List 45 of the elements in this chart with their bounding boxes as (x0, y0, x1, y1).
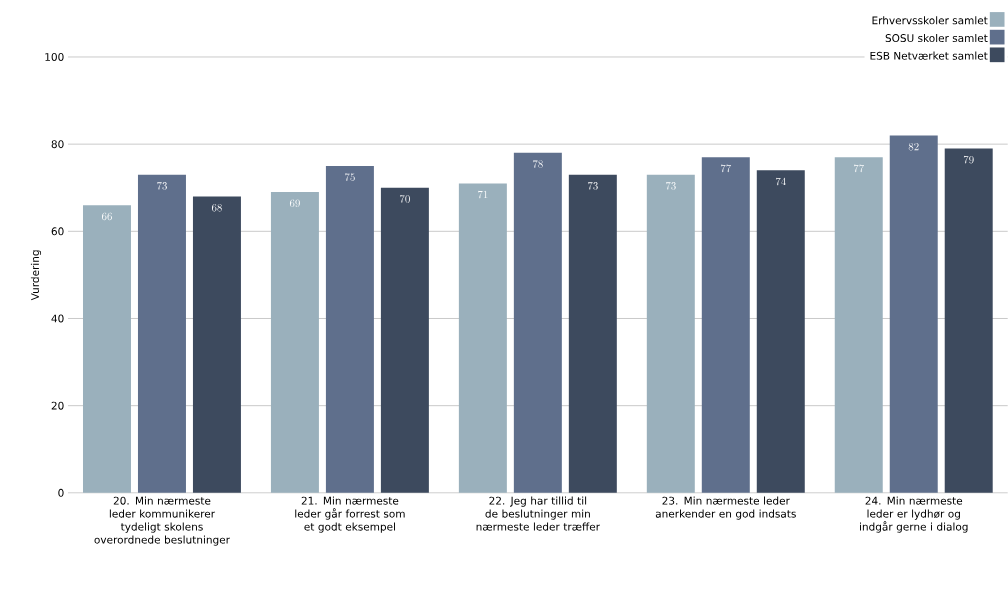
data-label: 70 (400, 195, 410, 203)
data-label: 74 (775, 177, 786, 186)
data-label: 78 (533, 160, 543, 168)
y-axis-title: Vurdering (30, 250, 42, 301)
data-label: 71 (478, 190, 488, 199)
x-tick-label: 21. Min nærmeste leder går forrest som et godt eksempel (295, 496, 405, 533)
data-label: 73 (157, 182, 167, 190)
bar (646, 174, 695, 493)
bar (192, 196, 241, 493)
data-label: 82 (908, 142, 919, 151)
bar (513, 152, 562, 493)
bar (834, 157, 883, 493)
bar (458, 183, 507, 493)
y-tick-label: 100 (45, 53, 64, 62)
data-label: 73 (587, 182, 598, 190)
x-tick-label: 22. Jeg har tillid til de beslutninger min nærmeste leder træffer (476, 496, 601, 531)
bar (380, 187, 429, 493)
legend-label: ESB Netværket samlet (870, 51, 988, 60)
legend-label: SOSU skoler samlet (885, 34, 988, 43)
x-tick-label: 24. Min nærmeste leder er lydhør og indgår gerne i dialog (860, 496, 968, 533)
data-label: 77 (853, 164, 865, 173)
data-label: 73 (665, 182, 676, 190)
y-tick-label: 40 (51, 314, 64, 323)
data-label: 75 (345, 173, 355, 181)
data-label: 66 (101, 212, 112, 221)
x-tick-label: 23. Min nærmeste leder anerkender en god indsats (655, 496, 796, 520)
bar (82, 205, 131, 493)
data-label: 77 (720, 164, 732, 173)
bar (756, 170, 805, 493)
data-label: 79 (963, 155, 974, 164)
bar (701, 157, 750, 493)
x-tick-label: 20. Min nærmeste leder kommunikerer tydeligt skolens overordnede beslutninger (94, 496, 230, 546)
y-tick-label: 0 (58, 488, 64, 497)
bar (568, 174, 617, 493)
bar (889, 135, 938, 493)
data-label: 68 (211, 204, 222, 212)
y-tick-label: 80 (51, 140, 64, 149)
y-tick-label: 60 (51, 227, 64, 236)
legend-label: Erhvervsskoler samlet (872, 16, 988, 25)
bar (944, 148, 993, 493)
bar (270, 192, 319, 493)
bar (325, 166, 374, 493)
y-tick-label: 20 (51, 401, 64, 410)
data-label: 69 (289, 199, 300, 208)
bar (137, 174, 186, 493)
